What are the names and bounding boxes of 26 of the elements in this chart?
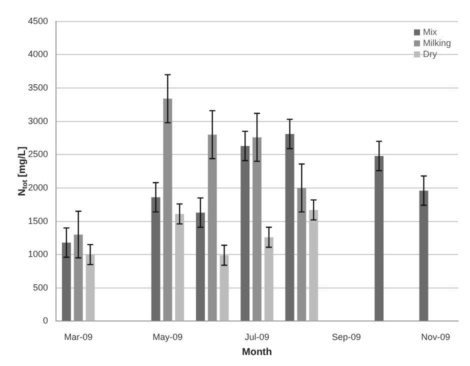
- legend-label: Milking: [422, 38, 452, 48]
- y-tick-label: 2500: [28, 149, 48, 160]
- bar: [240, 146, 250, 321]
- y-tick-label: 3500: [28, 82, 48, 93]
- bar: [151, 197, 160, 321]
- y-tick-label: 2000: [28, 182, 48, 192]
- bar: [62, 242, 71, 321]
- bar: [285, 134, 294, 321]
- x-axis-title: Month: [242, 346, 272, 358]
- y-tick-label: 1500: [28, 216, 48, 226]
- legend-label: Dry: [422, 48, 438, 59]
- x-tick-label: Nov-09: [421, 332, 450, 342]
- bar: [196, 212, 205, 321]
- bar: [374, 156, 384, 321]
- y-tick-label: 0: [43, 316, 48, 326]
- x-tick-label: Sep-09: [332, 332, 361, 342]
- bar: [419, 190, 428, 321]
- y-tick-label: 4000: [28, 49, 48, 60]
- y-tick-label: 4500: [28, 16, 48, 26]
- x-tick-label: May-09: [152, 332, 183, 342]
- x-tick-label: Jul-09: [244, 332, 270, 342]
- y-tick-label: 1000: [28, 249, 48, 260]
- y-tick-label: 500: [32, 282, 48, 292]
- x-tick-label: Mar-09: [64, 332, 93, 342]
- legend-label: Mix: [422, 26, 438, 37]
- y-tick-label: 3000: [28, 116, 48, 126]
